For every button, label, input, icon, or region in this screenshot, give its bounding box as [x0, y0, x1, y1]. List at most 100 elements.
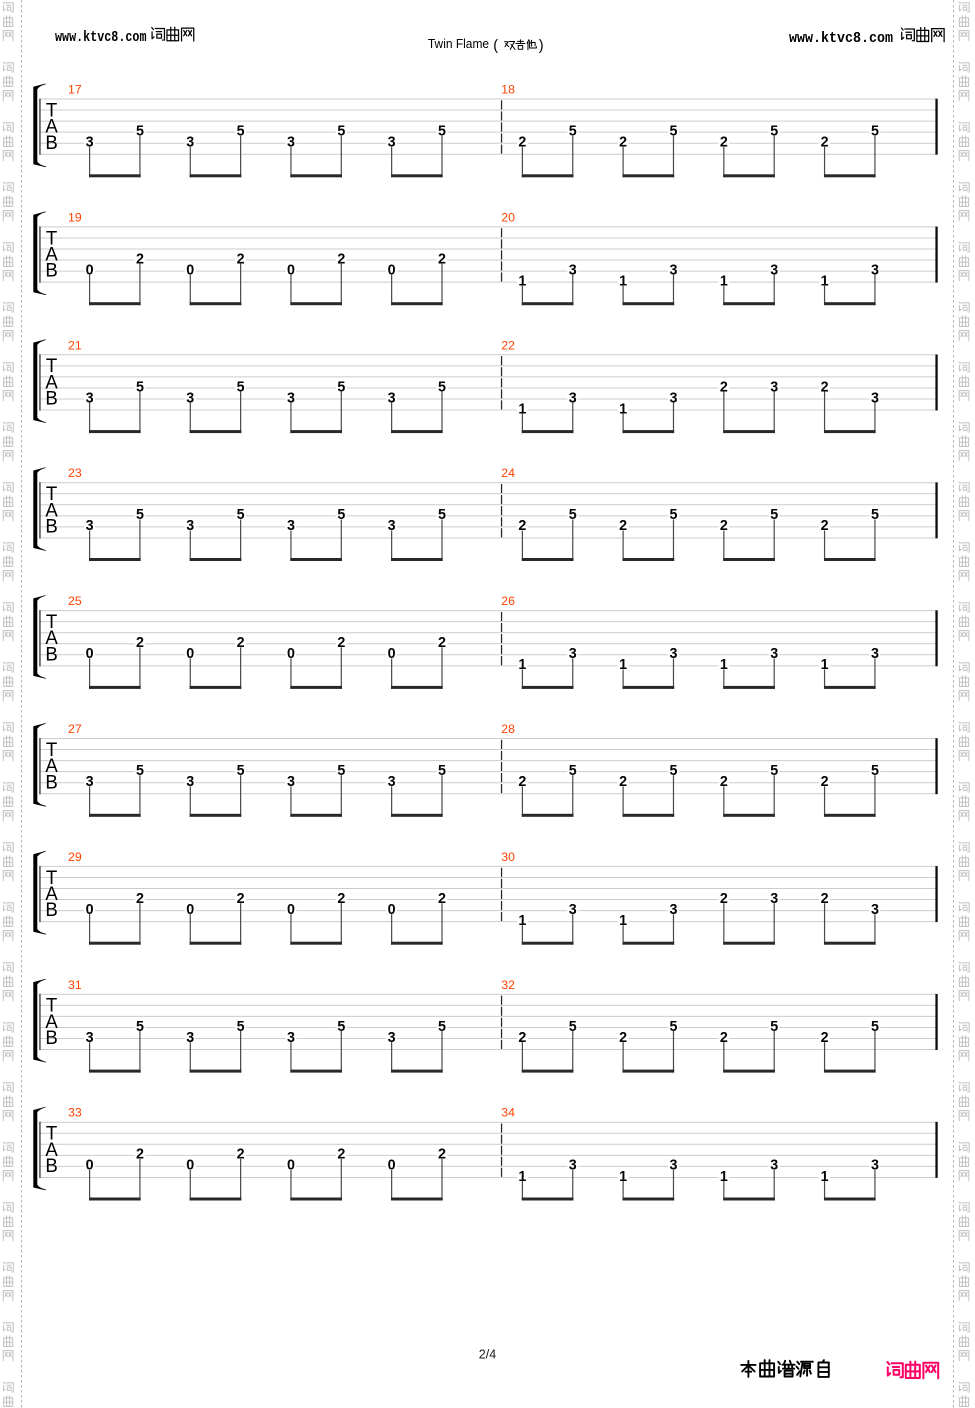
svg-text:3: 3 [670, 1158, 678, 1174]
svg-text:2: 2 [720, 774, 728, 790]
svg-text:2: 2 [438, 251, 446, 267]
svg-text:3: 3 [770, 1158, 778, 1174]
svg-text:1: 1 [518, 401, 526, 417]
svg-text:5: 5 [438, 507, 446, 523]
svg-text:0: 0 [287, 262, 295, 278]
svg-text:26: 26 [501, 594, 515, 608]
svg-text:5: 5 [770, 1019, 778, 1035]
svg-text:33: 33 [68, 1106, 82, 1120]
svg-text:1: 1 [821, 657, 829, 673]
svg-text:2: 2 [720, 518, 728, 534]
svg-text:3: 3 [186, 518, 194, 534]
svg-text:0: 0 [388, 646, 396, 662]
svg-text:3: 3 [569, 646, 577, 662]
svg-text:0: 0 [86, 1158, 94, 1174]
svg-text:28: 28 [501, 722, 515, 736]
svg-text:Twin Flame: Twin Flame [428, 37, 489, 51]
svg-text:T: T [46, 100, 58, 121]
svg-text:0: 0 [388, 262, 396, 278]
svg-text:B: B [45, 388, 57, 409]
svg-text:1: 1 [821, 273, 829, 289]
svg-text:5: 5 [871, 123, 879, 139]
svg-text:A: A [45, 1012, 58, 1033]
svg-text:3: 3 [287, 135, 295, 151]
svg-text:17: 17 [68, 83, 82, 97]
svg-text:A: A [45, 500, 58, 521]
svg-text:0: 0 [86, 646, 94, 662]
svg-text:3: 3 [86, 135, 94, 151]
svg-text:A: A [45, 756, 58, 777]
svg-text:5: 5 [569, 507, 577, 523]
svg-text:0: 0 [287, 1158, 295, 1174]
svg-text:A: A [45, 628, 58, 649]
svg-text:30: 30 [501, 850, 515, 864]
svg-text:3: 3 [388, 390, 396, 406]
svg-text:5: 5 [337, 379, 345, 395]
svg-text:23: 23 [68, 466, 82, 480]
svg-text:2: 2 [619, 135, 627, 151]
svg-text:1: 1 [518, 657, 526, 673]
svg-text:2: 2 [337, 635, 345, 651]
svg-text:0: 0 [388, 1158, 396, 1174]
svg-text:2: 2 [619, 518, 627, 534]
svg-text:1: 1 [720, 1169, 728, 1185]
svg-text:3: 3 [388, 518, 396, 534]
svg-text:www.ktvc8.com: www.ktvc8.com [789, 30, 893, 47]
svg-text:5: 5 [337, 507, 345, 523]
svg-text:24: 24 [501, 466, 515, 480]
svg-text:T: T [46, 995, 58, 1016]
svg-text:2: 2 [518, 518, 526, 534]
svg-text:(: ( [493, 38, 498, 54]
svg-text:T: T [46, 228, 58, 249]
svg-text:5: 5 [136, 1019, 144, 1035]
svg-text:3: 3 [871, 262, 879, 278]
svg-text:0: 0 [388, 902, 396, 918]
svg-text:3: 3 [86, 1030, 94, 1046]
svg-text:1: 1 [518, 273, 526, 289]
svg-text:0: 0 [186, 902, 194, 918]
svg-text:T: T [46, 1123, 58, 1144]
svg-text:3: 3 [770, 262, 778, 278]
svg-text:2: 2 [337, 891, 345, 907]
svg-text:www.ktvc8.com: www.ktvc8.com [55, 30, 147, 46]
svg-text:25: 25 [68, 594, 82, 608]
svg-text:2: 2 [720, 379, 728, 395]
svg-text:5: 5 [770, 123, 778, 139]
svg-text:3: 3 [388, 774, 396, 790]
svg-text:2: 2 [337, 1147, 345, 1163]
svg-text:31: 31 [68, 978, 82, 992]
svg-text:1: 1 [619, 401, 627, 417]
svg-text:5: 5 [670, 123, 678, 139]
svg-text:2: 2 [237, 891, 245, 907]
svg-text:3: 3 [871, 646, 879, 662]
svg-text:1: 1 [821, 1169, 829, 1185]
svg-text:0: 0 [186, 262, 194, 278]
svg-text:2: 2 [821, 135, 829, 151]
svg-text:0: 0 [287, 646, 295, 662]
svg-text:3: 3 [287, 774, 295, 790]
svg-text:1: 1 [619, 913, 627, 929]
svg-text:2: 2 [136, 251, 144, 267]
svg-text:B: B [45, 644, 57, 665]
svg-text:5: 5 [237, 763, 245, 779]
svg-text:5: 5 [569, 763, 577, 779]
svg-text:2: 2 [518, 1030, 526, 1046]
svg-text:T: T [46, 868, 58, 889]
svg-text:0: 0 [287, 902, 295, 918]
svg-text:): ) [539, 38, 544, 54]
svg-text:5: 5 [337, 1019, 345, 1035]
svg-text:2: 2 [821, 1030, 829, 1046]
svg-text:5: 5 [136, 379, 144, 395]
svg-text:27: 27 [68, 722, 82, 736]
svg-text:A: A [45, 372, 58, 393]
svg-text:A: A [45, 244, 58, 265]
svg-text:B: B [45, 133, 57, 154]
svg-text:2: 2 [136, 1147, 144, 1163]
svg-text:3: 3 [86, 390, 94, 406]
svg-text:2/4: 2/4 [479, 1348, 496, 1362]
svg-text:5: 5 [237, 123, 245, 139]
svg-text:B: B [45, 900, 57, 921]
svg-text:3: 3 [388, 135, 396, 151]
svg-text:3: 3 [670, 646, 678, 662]
svg-text:32: 32 [501, 978, 515, 992]
